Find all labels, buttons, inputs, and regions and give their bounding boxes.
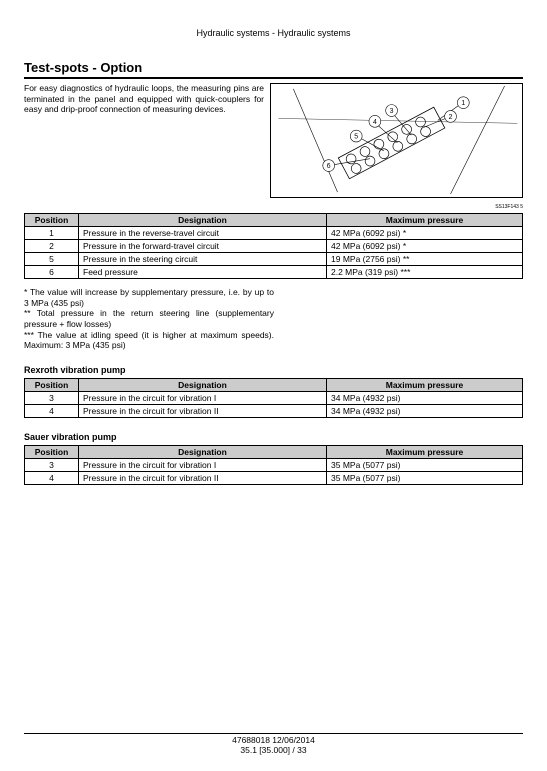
footnotes: * The value will increase by supplementa… — [24, 287, 274, 351]
col-designation: Designation — [79, 378, 327, 391]
note-2: ** Total pressure in the return steering… — [24, 308, 274, 329]
page-header: Hydraulic systems - Hydraulic systems — [24, 28, 523, 38]
note-1: * The value will increase by supplementa… — [24, 287, 274, 308]
table-row: 4Pressure in the circuit for vibration I… — [25, 471, 523, 484]
table-row: 6Feed pressure2.2 MPa (319 psi) *** — [25, 266, 523, 279]
subheading-sauer: Sauer vibration pump — [24, 432, 523, 442]
footer-pagenum: 35.1 [35.000] / 33 — [24, 745, 523, 755]
callout-1: 1 — [461, 100, 465, 107]
col-position: Position — [25, 378, 79, 391]
col-max-pressure: Maximum pressure — [327, 445, 523, 458]
col-max-pressure: Maximum pressure — [327, 378, 523, 391]
table-row: 3Pressure in the circuit for vibration I… — [25, 391, 523, 404]
note-3: *** The value at idling speed (it is hig… — [24, 330, 274, 351]
footer-docid: 47688018 12/06/2014 — [24, 735, 523, 745]
callout-3: 3 — [390, 108, 394, 115]
table-row: 4Pressure in the circuit for vibration I… — [25, 404, 523, 417]
image-reference: SS13F143 5 — [24, 204, 523, 210]
callout-6: 6 — [327, 163, 331, 170]
col-position: Position — [25, 445, 79, 458]
callout-5: 5 — [354, 134, 358, 141]
col-designation: Designation — [79, 214, 327, 227]
sauer-table: Position Designation Maximum pressure 3P… — [24, 445, 523, 485]
test-spots-table: Position Designation Maximum pressure 1P… — [24, 213, 523, 279]
table-row: 5Pressure in the steering circuit19 MPa … — [25, 253, 523, 266]
table-row: 3Pressure in the circuit for vibration I… — [25, 458, 523, 471]
rexroth-table: Position Designation Maximum pressure 3P… — [24, 378, 523, 418]
intro-paragraph: For easy diagnostics of hydraulic loops,… — [24, 83, 264, 198]
callout-4: 4 — [373, 119, 377, 126]
section-title: Test-spots - Option — [24, 60, 523, 79]
col-max-pressure: Maximum pressure — [327, 214, 523, 227]
table-row: 1Pressure in the reverse-travel circuit4… — [25, 227, 523, 240]
table-row: 2Pressure in the forward-travel circuit4… — [25, 240, 523, 253]
hydraulic-diagram: 1 2 3 4 5 6 — [270, 83, 523, 198]
subheading-rexroth: Rexroth vibration pump — [24, 365, 523, 375]
callout-2: 2 — [449, 114, 453, 121]
col-designation: Designation — [79, 445, 327, 458]
col-position: Position — [25, 214, 79, 227]
page-footer: 47688018 12/06/2014 35.1 [35.000] / 33 — [24, 733, 523, 755]
